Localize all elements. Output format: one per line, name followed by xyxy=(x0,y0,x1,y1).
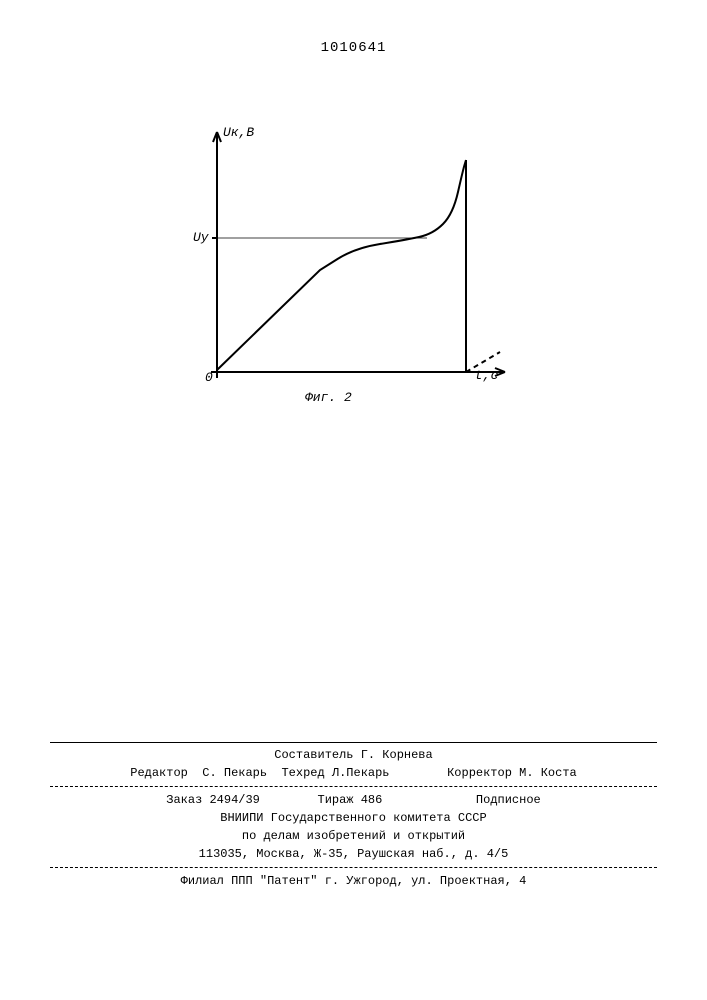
x-axis-label: t,c xyxy=(475,368,498,383)
org-line-2: по делам изобретений и открытий xyxy=(50,827,657,845)
divider-dashed xyxy=(50,786,657,787)
chart-figure: Uк,В t,c Uу 0 Фиг. 2 xyxy=(175,130,515,410)
divider-dashed xyxy=(50,867,657,868)
compiler-line: Составитель Г. Корнева xyxy=(50,746,657,764)
figure-label: Фиг. 2 xyxy=(305,390,352,405)
uy-label: Uу xyxy=(193,230,209,245)
order-line: Заказ 2494/39 Тираж 486 Подписное xyxy=(50,791,657,809)
org-line-1: ВНИИПИ Государственного комитета СССР xyxy=(50,809,657,827)
page-number: 1010641 xyxy=(321,40,387,56)
divider xyxy=(50,742,657,743)
roles-line: Редактор С. Пекарь Техред Л.Пекарь Корре… xyxy=(50,764,657,782)
origin-label: 0 xyxy=(205,370,213,385)
chart-svg xyxy=(175,130,515,410)
branch-line: Филиал ППП "Патент" г. Ужгород, ул. Прое… xyxy=(50,872,657,890)
y-axis-label: Uк,В xyxy=(223,125,254,140)
footer-block: Составитель Г. Корнева Редактор С. Пекар… xyxy=(50,739,657,890)
address-line: 113035, Москва, Ж-35, Раушская наб., д. … xyxy=(50,845,657,863)
